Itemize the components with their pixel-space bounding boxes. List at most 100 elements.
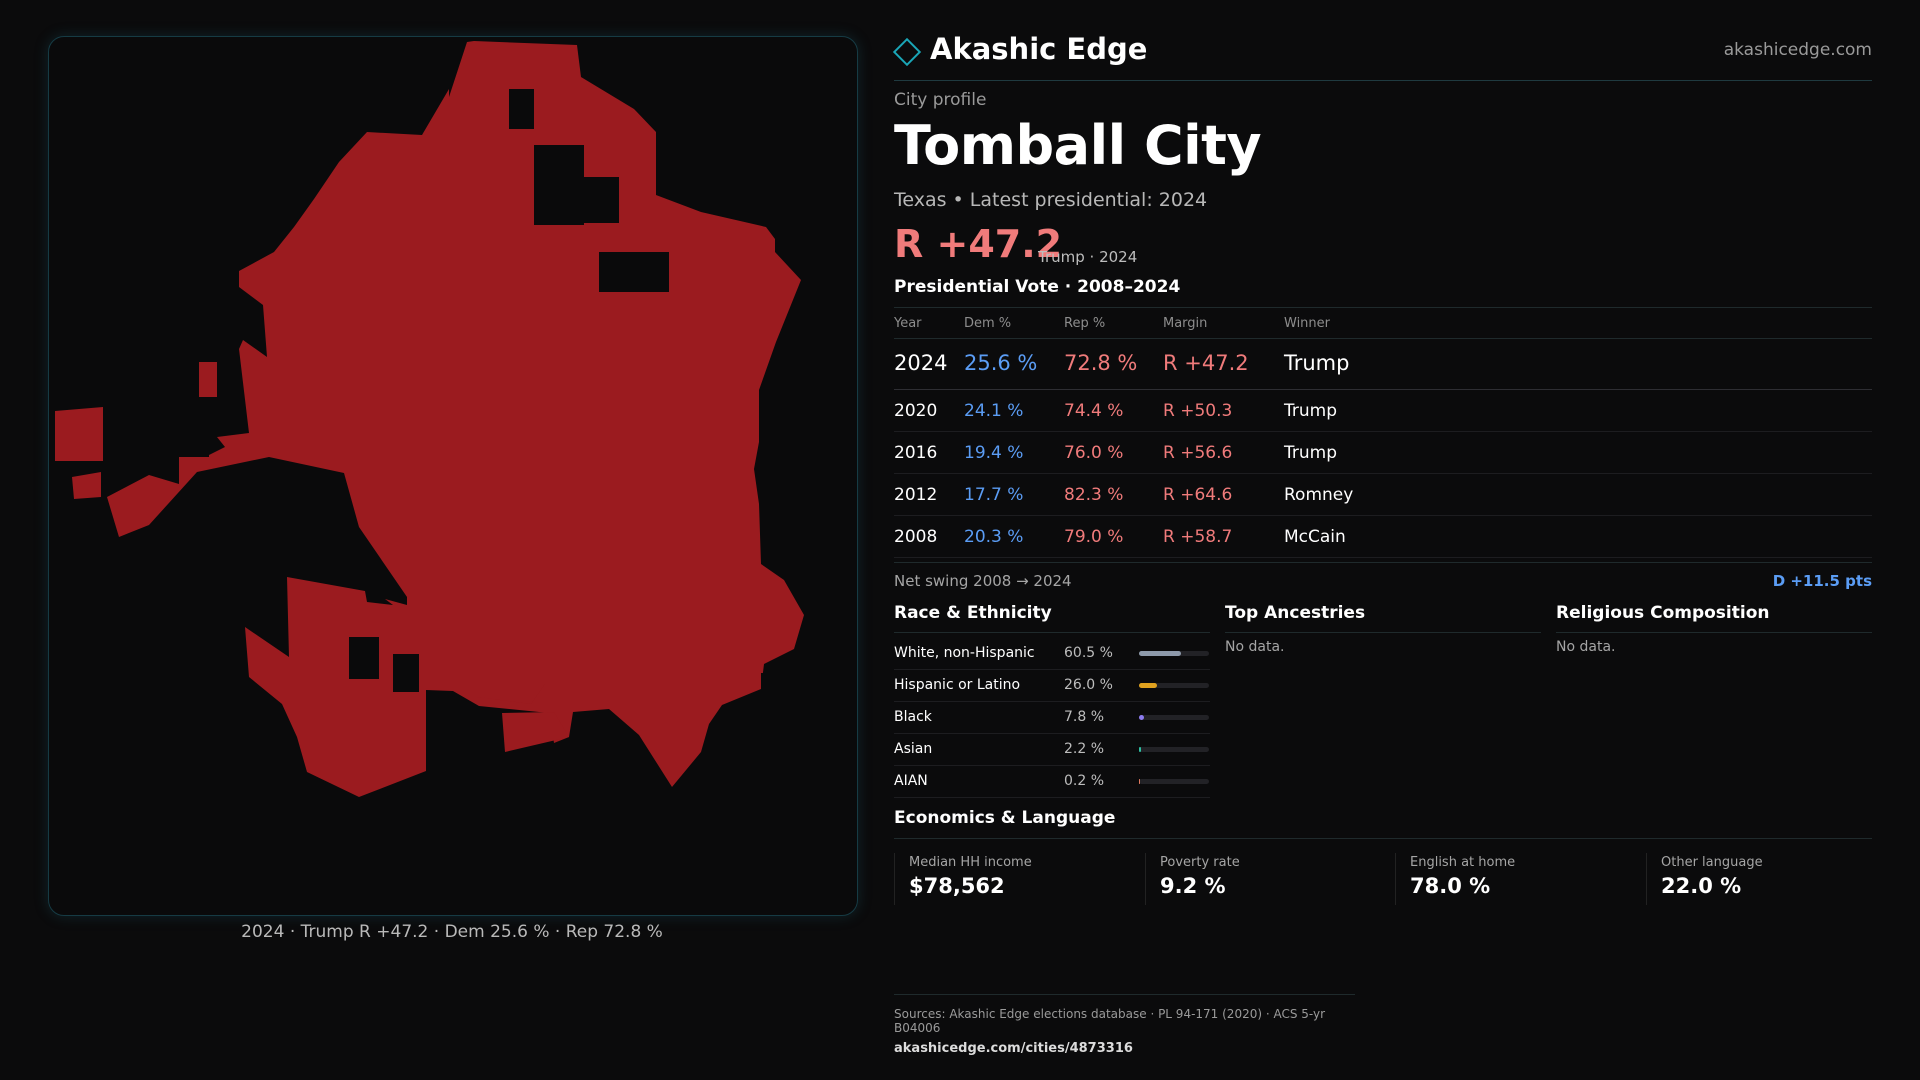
city-boundary-shapes — [55, 41, 809, 797]
race-row: Hispanic or Latino 26.0 % — [894, 669, 1210, 702]
cell-rep: 74.4 % — [1064, 401, 1124, 421]
race-pct: 60.5 % — [1064, 645, 1113, 661]
map-hole — [349, 637, 379, 679]
cell-dem: 24.1 % — [964, 401, 1024, 421]
econ-value: 9.2 % — [1160, 874, 1226, 898]
table-row: 2024 25.6 % 72.8 % R +47.2 Trump — [894, 339, 1872, 390]
map-hole — [569, 177, 619, 223]
cell-margin: R +47.2 — [1163, 351, 1249, 375]
race-section-rule — [894, 632, 1210, 633]
cell-dem: 19.4 % — [964, 443, 1024, 463]
page-subtitle: Texas • Latest presidential: 2024 — [894, 189, 1208, 211]
cell-rep: 79.0 % — [1064, 527, 1124, 547]
city-west-arm-polygon — [55, 407, 103, 461]
race-bar-track — [1139, 715, 1209, 720]
cell-year: 2016 — [894, 443, 938, 463]
race-bar-fill — [1139, 683, 1158, 688]
diamond-logo-icon — [892, 37, 922, 67]
cell-rep: 82.3 % — [1064, 485, 1124, 505]
brand-header: Akashic Edge akashicedge.com — [892, 30, 1872, 81]
ancestries-empty-text: No data. — [1225, 639, 1285, 655]
map-caption: 2024 · Trump R +47.2 · Dem 25.6 % · Rep … — [241, 922, 663, 942]
latest-margin-detail: Trump · 2024 — [1038, 248, 1138, 266]
column-rep: Rep % — [1064, 316, 1106, 331]
map-hole — [509, 89, 534, 129]
race-bar-track — [1139, 779, 1209, 784]
city-boundary-map[interactable] — [49, 37, 857, 915]
column-margin: Margin — [1163, 316, 1208, 331]
net-swing-value: D +11.5 pts — [1772, 572, 1872, 590]
cell-winner: Romney — [1284, 485, 1354, 505]
map-hole — [393, 654, 419, 692]
econ-label: English at home — [1410, 855, 1516, 870]
economics-section-title: Economics & Language — [894, 808, 1116, 828]
vote-table: Year Dem % Rep % Margin Winner 2024 25.6… — [894, 307, 1872, 558]
race-pct: 26.0 % — [1064, 677, 1113, 693]
race-pct: 7.8 % — [1064, 709, 1105, 725]
race-row: Asian 2.2 % — [894, 733, 1210, 766]
economics-section-rule — [894, 838, 1872, 839]
table-row: 2020 24.1 % 74.4 % R +50.3 Trump — [894, 390, 1872, 432]
cell-dem: 25.6 % — [964, 351, 1038, 375]
ancestries-section-title: Top Ancestries — [1225, 603, 1366, 623]
city-west-connector-polygon — [199, 362, 217, 397]
race-bar-track — [1139, 683, 1209, 688]
footer: Sources: Akashic Edge elections database… — [894, 994, 1355, 1056]
map-panel[interactable] — [48, 36, 858, 916]
econ-value: 78.0 % — [1410, 874, 1491, 898]
race-row: Black 7.8 % — [894, 701, 1210, 734]
brand-url-link[interactable]: akashicedge.com — [1723, 40, 1872, 60]
econ-card-poverty: Poverty rate 9.2 % — [1145, 853, 1240, 905]
column-year: Year — [894, 316, 922, 331]
race-pct: 2.2 % — [1064, 741, 1105, 757]
brand-name[interactable]: Akashic Edge — [930, 32, 1148, 66]
race-name: Black — [894, 709, 932, 725]
table-row: 2012 17.7 % 82.3 % R +64.6 Romney — [894, 474, 1872, 516]
column-winner: Winner — [1284, 316, 1331, 331]
econ-card-english: English at home 78.0 % — [1395, 853, 1515, 905]
race-row: AIAN 0.2 % — [894, 765, 1210, 798]
econ-card-other-language: Other language 22.0 % — [1646, 853, 1763, 905]
page-title: Tomball City — [894, 114, 1262, 177]
map-hole — [599, 252, 669, 292]
cell-rep: 76.0 % — [1064, 443, 1124, 463]
religion-section-rule — [1556, 632, 1872, 633]
latest-margin: R +47.2 — [894, 222, 1063, 266]
ancestries-section-rule — [1225, 632, 1541, 633]
vote-table-header: Year Dem % Rep % Margin Winner — [894, 307, 1872, 339]
econ-label: Median HH income — [909, 855, 1032, 870]
cell-margin: R +50.3 — [1163, 401, 1233, 421]
race-name: Asian — [894, 741, 933, 757]
race-name: Hispanic or Latino — [894, 677, 1021, 693]
econ-label: Other language — [1661, 855, 1763, 870]
city-south-piece-polygon-3 — [502, 712, 569, 752]
race-bar-track — [1139, 747, 1209, 752]
cell-rep: 72.8 % — [1064, 351, 1138, 375]
sources-text: Sources: Akashic Edge elections database… — [894, 1007, 1326, 1035]
econ-card-income: Median HH income $78,562 — [894, 853, 1032, 905]
profile-label: City profile — [894, 90, 987, 110]
race-bar-fill — [1139, 747, 1141, 752]
map-hole — [227, 357, 237, 369]
net-swing-label: Net swing 2008 → 2024 — [894, 572, 1072, 590]
cell-year: 2012 — [894, 485, 938, 505]
race-section-title: Race & Ethnicity — [894, 603, 1052, 623]
map-hole — [761, 673, 809, 703]
net-swing-row: Net swing 2008 → 2024 D +11.5 pts — [894, 562, 1872, 599]
race-bar-fill — [1139, 715, 1145, 720]
table-row: 2008 20.3 % 79.0 % R +58.7 McCain — [894, 516, 1872, 558]
cell-winner: Trump — [1284, 351, 1350, 375]
cell-year: 2020 — [894, 401, 938, 421]
cell-year: 2008 — [894, 527, 938, 547]
race-bar-track — [1139, 651, 1209, 656]
permalink[interactable]: akashicedge.com/cities/4873316 — [894, 1041, 1133, 1056]
cell-year: 2024 — [894, 351, 948, 375]
cell-margin: R +58.7 — [1163, 527, 1233, 547]
cell-margin: R +56.6 — [1163, 443, 1233, 463]
cell-winner: McCain — [1284, 527, 1346, 547]
city-west-piece-polygon — [72, 472, 101, 499]
religion-empty-text: No data. — [1556, 639, 1616, 655]
race-name: AIAN — [894, 773, 928, 789]
religion-section-title: Religious Composition — [1556, 603, 1770, 623]
cell-margin: R +64.6 — [1163, 485, 1233, 505]
